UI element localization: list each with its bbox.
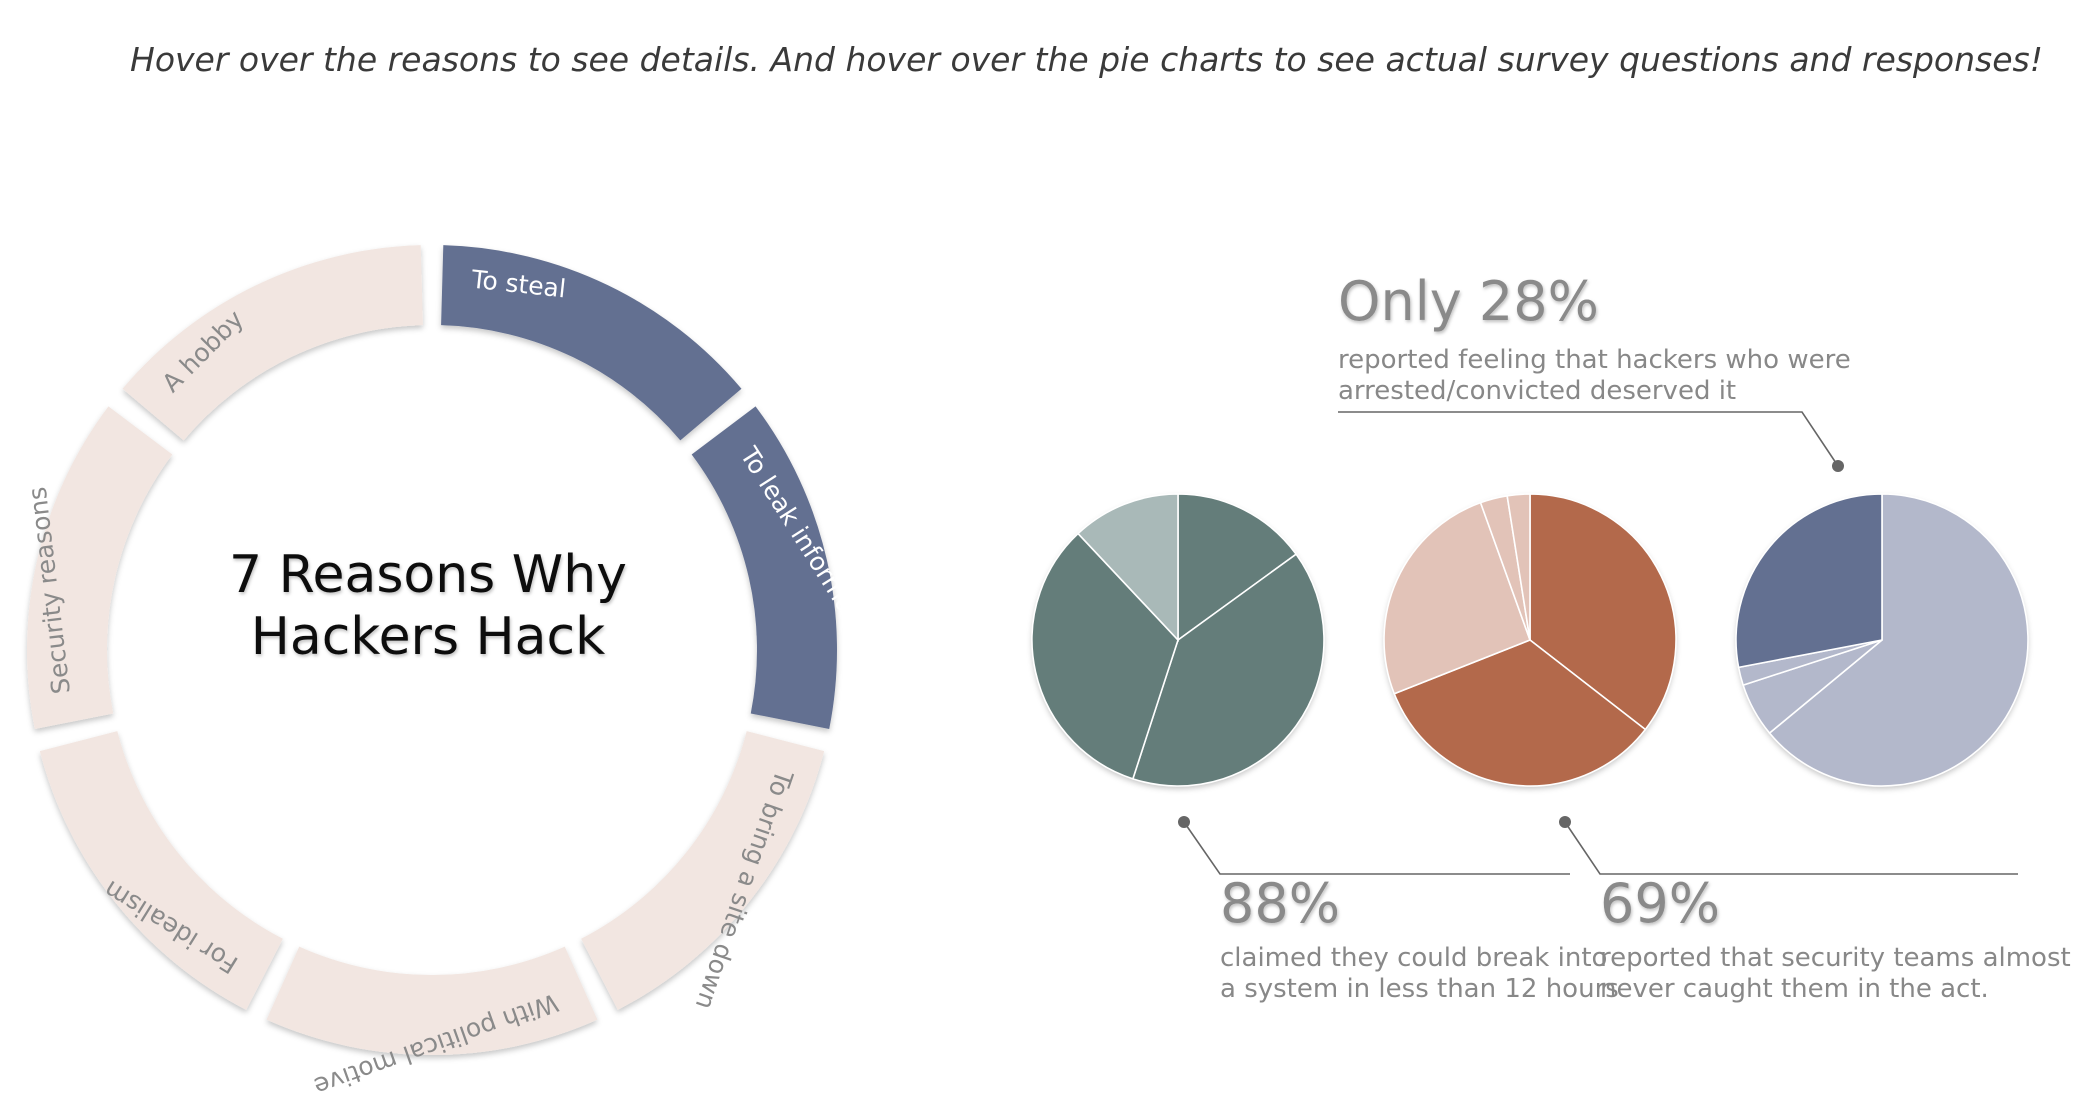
- reason-segment-a-hobby[interactable]: [122, 245, 423, 441]
- annotation-stat: 69%: [1600, 872, 1720, 935]
- donut-title-line: 7 Reasons Why: [229, 545, 627, 605]
- survey-pie-1[interactable]: [1031, 493, 1325, 787]
- annotation-leader-line: [1338, 411, 1839, 467]
- pie-3-slice-4[interactable]: [1735, 493, 1883, 669]
- annotation-2: 69% reported that security teams almostne…: [1559, 816, 2071, 1004]
- annotation-caption-line: never caught them in the act.: [1600, 974, 1989, 1004]
- survey-pie-charts: [1031, 493, 2029, 787]
- pie-1-slice-3[interactable]: [1031, 532, 1179, 780]
- reason-segment-security-reasons[interactable]: [26, 406, 173, 730]
- reason-segment-to-steal[interactable]: [441, 245, 742, 441]
- annotation-caption-line: reported that security teams almost: [1600, 943, 2071, 973]
- annotation-dot: [1559, 816, 1571, 828]
- annotation-stat: Only 28%: [1338, 270, 1599, 333]
- annotation-caption-line: reported feeling that hackers who were: [1338, 345, 1851, 375]
- pie-2-slice-2[interactable]: [1393, 639, 1647, 787]
- annotation-caption-line: claimed they could break into: [1220, 943, 1607, 973]
- pie-1-slice-4[interactable]: [1076, 493, 1179, 643]
- pie-1-slice-1[interactable]: [1177, 493, 1298, 642]
- annotation-stat: 88%: [1220, 872, 1340, 935]
- pie-1-slice-2[interactable]: [1131, 553, 1325, 787]
- pie-3-slice-1[interactable]: [1768, 493, 2029, 787]
- annotation-leader-line: [1183, 821, 1570, 875]
- pie-2-slice-5[interactable]: [1506, 493, 1531, 641]
- pie-2-slice-3[interactable]: [1383, 501, 1532, 695]
- annotation-caption-line: a system in less than 12 hours: [1220, 974, 1619, 1004]
- annotation-dot: [1832, 460, 1844, 472]
- reason-segment-to-leak-information[interactable]: [691, 406, 838, 730]
- reason-segment-to-bring-a-site-down[interactable]: [581, 731, 825, 1010]
- annotation-caption-line: arrested/convicted deserved it: [1338, 376, 1736, 406]
- survey-pie-2[interactable]: [1383, 493, 1677, 787]
- pie-2-slice-1[interactable]: [1529, 493, 1677, 731]
- reason-segment-with-political-motive[interactable]: [266, 946, 598, 1055]
- instruction-text: Hover over the reasons to see details. A…: [130, 40, 2043, 79]
- survey-pie-3[interactable]: [1735, 493, 2029, 787]
- reason-segment-for-idealism[interactable]: [39, 731, 283, 1010]
- donut-title-line: Hackers Hack: [251, 607, 605, 667]
- annotation-dot: [1178, 816, 1190, 828]
- annotation-3: Only 28% reported feeling that hackers wh…: [1338, 270, 1851, 472]
- annotation-leader-line: [1564, 821, 2018, 875]
